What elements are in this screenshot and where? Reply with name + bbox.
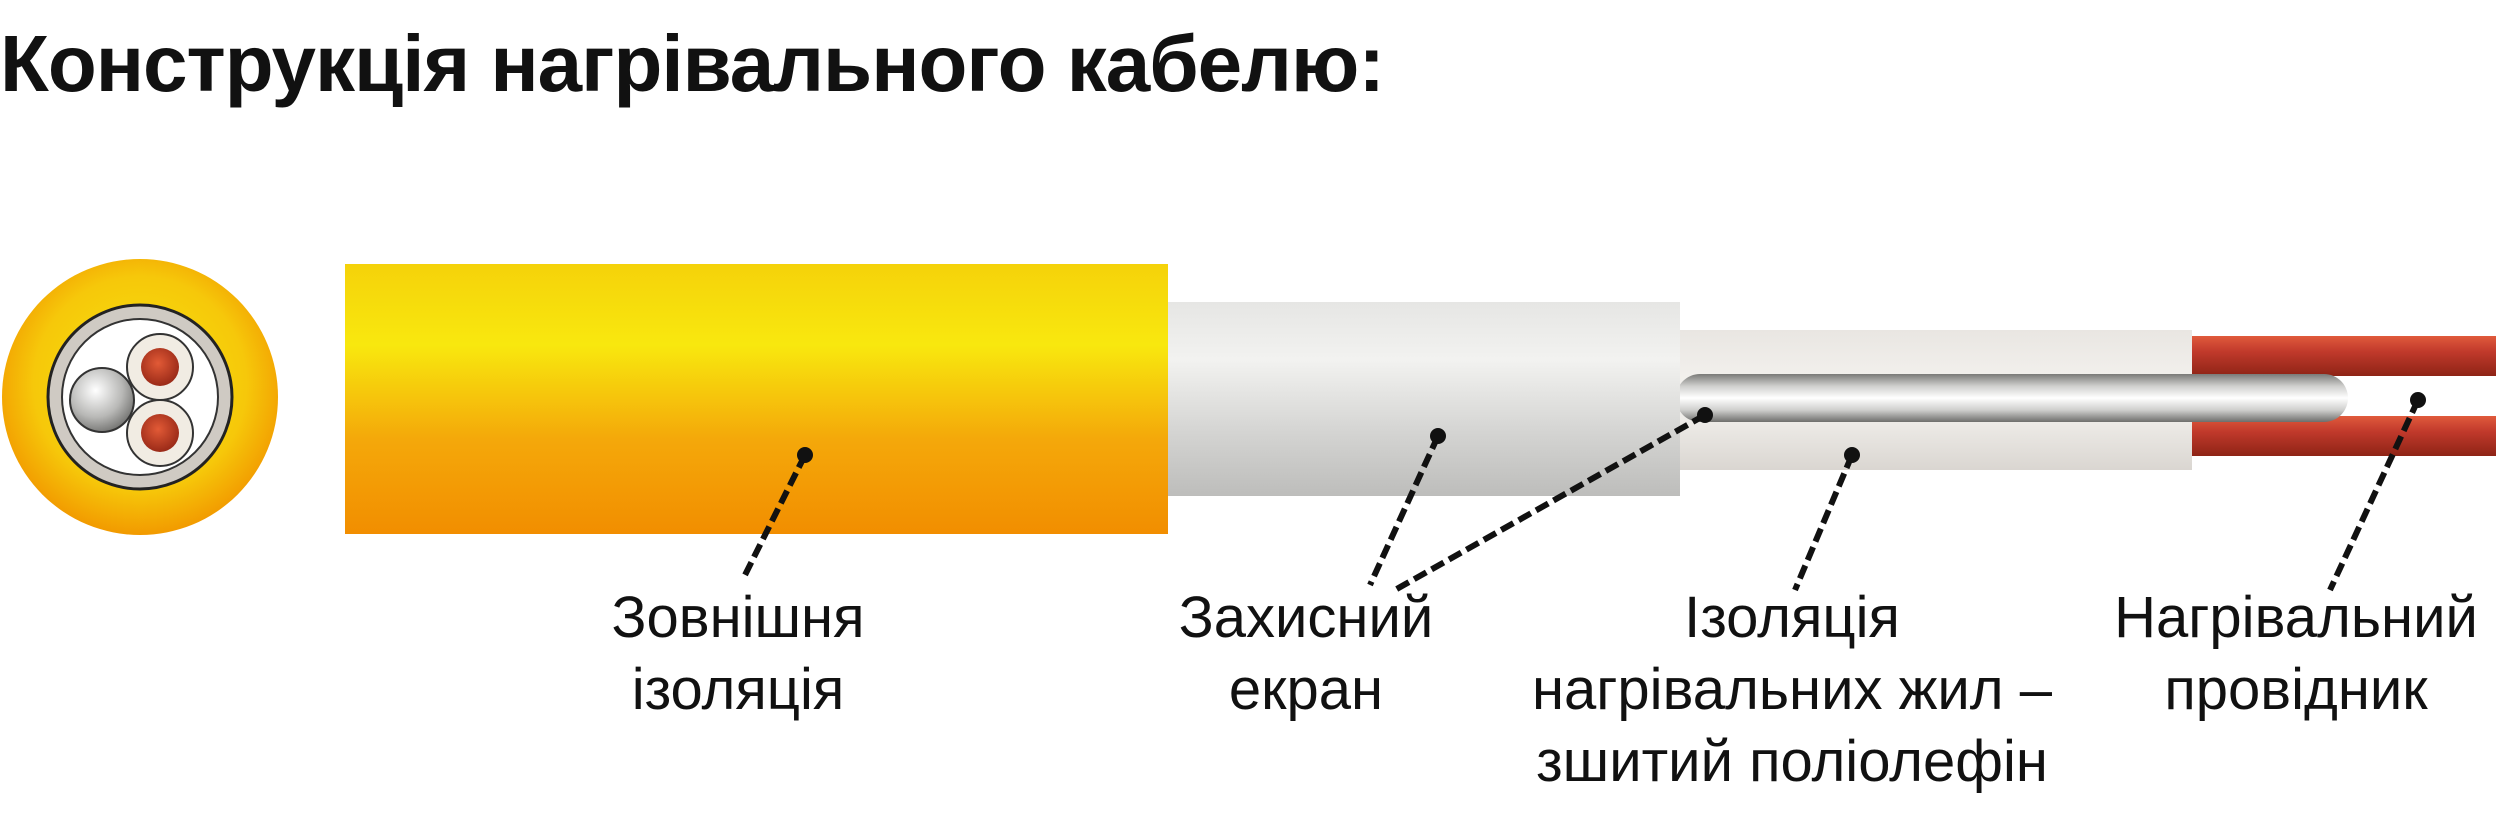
leader-dot-xlpe — [1844, 447, 1860, 463]
cross-section-drain-wire — [69, 367, 135, 433]
label-outer-insulation-line1: Зовнішня — [611, 585, 865, 650]
leader-dots — [797, 392, 2426, 463]
label-heating-conductor-line2: провідник — [2164, 657, 2428, 722]
leader-conductor-insulation — [1792, 453, 1855, 592]
label-shield: Захисний екран — [1179, 582, 1434, 726]
label-conductor-insulation-line3: зшитий поліолефін — [1536, 729, 2048, 794]
label-outer-insulation-line2: ізоляція — [631, 657, 845, 722]
cross-section — [2, 259, 278, 535]
label-heating-conductor: Нагрівальний провідник — [2114, 582, 2478, 726]
outer-insulation-layer — [345, 264, 1168, 534]
drain-wire — [1676, 374, 2348, 422]
leader-heating-conductor — [2327, 398, 2421, 592]
shield-layer — [1166, 302, 1680, 496]
leader-outer-insulation — [742, 453, 808, 577]
leader-dot-outer — [797, 447, 813, 463]
leader-shield-1 — [1367, 434, 1441, 587]
leader-dot-shield — [1430, 428, 1446, 444]
label-outer-insulation: Зовнішня ізоляція — [612, 582, 865, 726]
page-title: Конструкція нагрівального кабелю: — [0, 19, 1385, 108]
leader-dot-drain — [1697, 407, 1713, 423]
label-conductor-insulation-line2: нагрівальних жил – — [1531, 657, 2053, 722]
heating-conductor-bottom — [2180, 416, 2496, 456]
label-shield-line1: Захисний — [1178, 585, 1434, 650]
leader-dot-conductor — [2410, 392, 2426, 408]
label-conductor-insulation-line1: Ізоляція — [1684, 585, 1900, 650]
label-conductor-insulation: Ізоляція нагрівальних жил – зшитий поліо… — [1532, 582, 2052, 798]
label-shield-line2: екран — [1228, 657, 1384, 722]
leader-lines — [742, 398, 2421, 593]
label-heating-conductor-line1: Нагрівальний — [2114, 585, 2478, 650]
cross-section-conductor-1 — [141, 348, 179, 386]
heating-conductor-top — [2180, 336, 2496, 376]
cable-side-view — [345, 264, 2496, 534]
cross-section-conductor-2 — [141, 414, 179, 452]
